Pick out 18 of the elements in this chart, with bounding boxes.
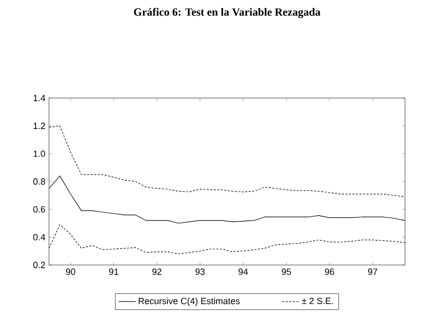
y-tick-label: 1.0 — [34, 150, 46, 157]
x-tick-label: 92 — [152, 268, 162, 275]
chart-title: Gráfico 6: Test en la Variable Rezagada — [134, 8, 320, 18]
legend-label: ± 2 S.E. — [302, 298, 333, 304]
x-tick-label: 97 — [368, 268, 378, 275]
y-tick-label: 0.6 — [33, 206, 46, 213]
x-tick-label: 96 — [324, 268, 334, 275]
y-tick-label: 0.4 — [33, 234, 46, 240]
x-tick-label: 93 — [195, 268, 205, 275]
legend-label: Recursive C(4) Estimates — [138, 298, 240, 306]
x-tick-label: 94 — [238, 268, 248, 275]
x-tick-label: 90 — [66, 268, 76, 275]
x-tick-label: 91 — [109, 268, 118, 275]
y-tick-label: 1.4 — [34, 94, 46, 102]
y-tick-label: 1.2 — [34, 122, 46, 129]
x-tick-label: 95 — [282, 268, 291, 275]
y-tick-label: 0.8 — [33, 178, 46, 185]
y-tick-label: 0.2 — [33, 262, 46, 268]
